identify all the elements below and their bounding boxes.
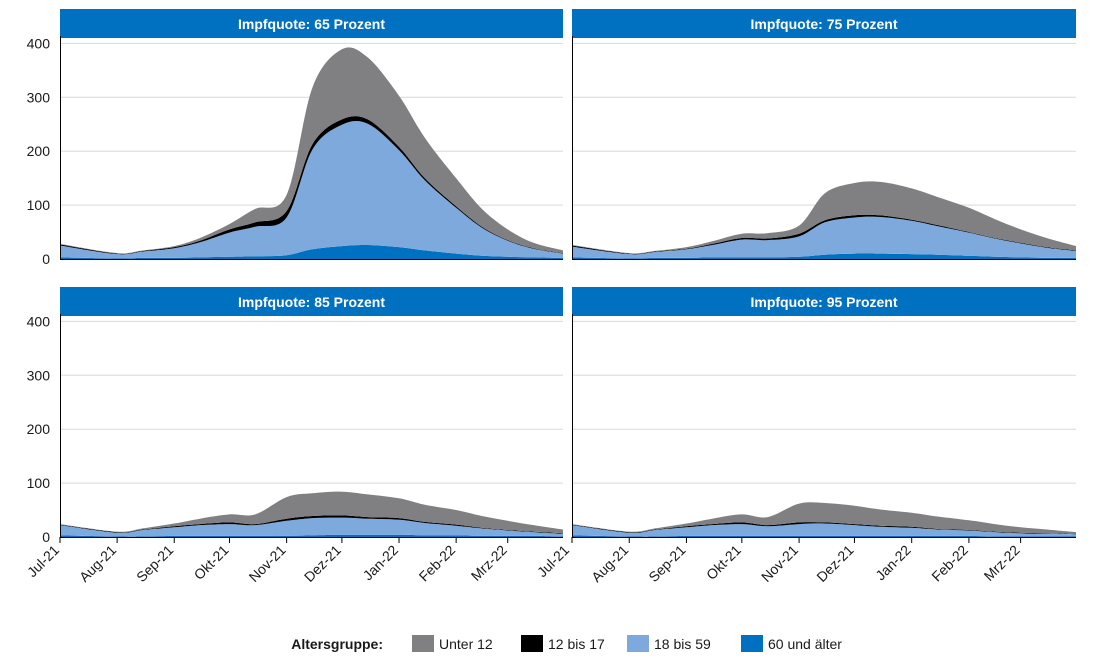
x-tick-label: Jul-21 bbox=[534, 542, 572, 580]
x-tick-label: Sep-21 bbox=[645, 542, 688, 585]
area-12-bis-17 bbox=[60, 515, 563, 534]
x-tick-label: Jan-22 bbox=[360, 542, 402, 584]
y-tick-label: 300 bbox=[27, 367, 51, 383]
legend-label: Unter 12 bbox=[439, 636, 493, 652]
legend-swatch bbox=[741, 635, 763, 652]
panel-title-bar bbox=[572, 287, 1076, 316]
legend-swatch bbox=[412, 635, 434, 652]
y-tick-label: 200 bbox=[27, 143, 51, 159]
legend-label: 12 bis 17 bbox=[548, 636, 605, 652]
panel-title-bar bbox=[572, 9, 1076, 38]
x-tick-label: Jan-22 bbox=[872, 542, 914, 584]
x-tick-label: Sep-21 bbox=[133, 542, 176, 585]
x-tick-label: Mrz-22 bbox=[468, 542, 510, 584]
area-60-und-älter bbox=[572, 535, 1076, 537]
legend-title: Altersgruppe: bbox=[291, 636, 383, 652]
y-axis-labels: 0 100 200 300 400 0 100 200 300 400 bbox=[27, 35, 51, 545]
legend-label: 18 bis 59 bbox=[654, 636, 711, 652]
x-tick-label: Dez-21 bbox=[301, 542, 344, 585]
y-tick-label: 100 bbox=[27, 475, 51, 491]
panel-2: Impfquote: 75 Prozent bbox=[572, 9, 1076, 260]
x-tick-label: Dez-21 bbox=[813, 542, 856, 585]
area-12-bis-17 bbox=[572, 522, 1076, 535]
legend-swatch bbox=[521, 635, 543, 652]
legend-label: 60 und älter bbox=[768, 636, 842, 652]
area-unter-12 bbox=[572, 181, 1076, 254]
legend-swatch bbox=[627, 635, 649, 652]
area-18-bis-59 bbox=[60, 517, 563, 537]
y-tick-label: 400 bbox=[27, 35, 51, 51]
y-tick-label: 200 bbox=[27, 421, 51, 437]
x-tick-label: Nov-21 bbox=[246, 542, 289, 585]
x-tick-label: Nov-21 bbox=[758, 542, 801, 585]
chart-panels: Impfquote: 65 Prozent Impfquote: 75 Proze… bbox=[60, 9, 1076, 538]
panel-3: Impfquote: 85 Prozent bbox=[60, 287, 563, 538]
panel-title-bar bbox=[60, 287, 563, 316]
x-tick-label: Feb-22 bbox=[416, 542, 459, 585]
panel-1: Impfquote: 65 Prozent bbox=[60, 9, 563, 260]
x-tick-label: Okt-21 bbox=[191, 542, 232, 583]
panel-title: Impfquote: 75 Prozent bbox=[750, 16, 897, 32]
legend: Altersgruppe: Unter 12 12 bis 17 18 bis 59… bbox=[291, 635, 842, 652]
panel-title: Impfquote: 85 Prozent bbox=[238, 294, 385, 310]
area-unter-12 bbox=[60, 47, 563, 254]
y-tick-label: 100 bbox=[27, 197, 51, 213]
area-unter-12 bbox=[60, 491, 563, 534]
area-60-und-älter bbox=[60, 244, 563, 259]
panel-title: Impfquote: 65 Prozent bbox=[238, 16, 385, 32]
area-60-und-älter bbox=[572, 253, 1076, 259]
y-tick-label: 0 bbox=[42, 529, 50, 545]
panel-4: Impfquote: 95 Prozent bbox=[572, 287, 1076, 538]
area-60-und-älter bbox=[60, 534, 563, 537]
x-tick-label: Aug-21 bbox=[76, 542, 119, 585]
panel-title-bar bbox=[60, 9, 563, 38]
x-tick-label: Aug-21 bbox=[588, 542, 631, 585]
x-tick-label: Jul-21 bbox=[24, 542, 62, 580]
y-tick-label: 300 bbox=[27, 89, 51, 105]
area-18-bis-59 bbox=[572, 216, 1076, 259]
x-axes: Jul-21 Aug-21 Sep-21 Okt-21 Nov-21 Dez-21 Jan-… bbox=[24, 537, 1023, 585]
x-tick-label: Feb-22 bbox=[928, 542, 971, 585]
x-tick-label: Mrz-22 bbox=[981, 542, 1023, 584]
y-tick-label: 0 bbox=[42, 251, 50, 267]
area-18-bis-59 bbox=[572, 523, 1076, 537]
x-tick-label: Okt-21 bbox=[703, 542, 744, 583]
area-18-bis-59 bbox=[60, 121, 563, 259]
panel-title: Impfquote: 95 Prozent bbox=[750, 294, 897, 310]
area-unter-12 bbox=[572, 502, 1076, 534]
y-tick-label: 400 bbox=[27, 313, 51, 329]
